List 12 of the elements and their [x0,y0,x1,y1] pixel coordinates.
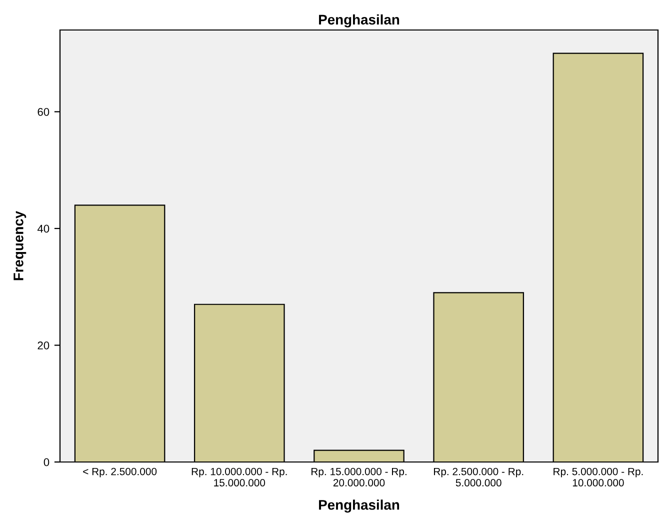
y-axis-title: Frequency [14,210,26,280]
y-tick-label: 40 [37,224,50,233]
x-tick-label: Rp. 10.000.000 - Rp. 15.000.000 [192,468,287,486]
x-tick-label: Rp. 2.500.000 - Rp. 5.000.000 [434,468,524,486]
x-tick-label: Rp. 15.000.000 - Rp. 20.000.000 [312,468,406,486]
y-tick-label: 60 [38,108,50,116]
y-tick-label: 20 [38,342,50,350]
x-axis-title: Penghasilan [319,500,400,513]
y-tick-label: 0 [44,458,50,466]
x-tick-label: Rp. 5.000.000 - Rp. 10.000.000 [554,468,643,486]
chart-title: Penghasilan [319,14,400,28]
x-tick-label: < Rp. 2.500.000 [83,468,157,478]
